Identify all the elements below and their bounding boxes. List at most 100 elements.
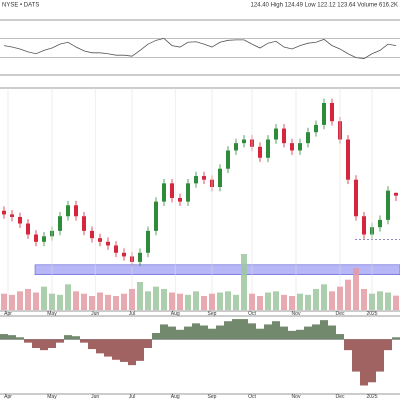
- oscillator-bar: [328, 325, 336, 340]
- volume-bar: [129, 289, 135, 310]
- oscillator-bar: [152, 333, 160, 340]
- candle-body: [138, 252, 142, 262]
- oscillator-bar: [112, 339, 120, 360]
- candle-body: [306, 132, 310, 144]
- volume-bar: [49, 293, 55, 310]
- volume-bar: [33, 292, 39, 310]
- volume-bar: [289, 296, 295, 310]
- volume-bar: [153, 286, 159, 310]
- candle-body: [66, 205, 70, 217]
- candle-body: [122, 252, 126, 257]
- symbol: NYSE • DATS: [2, 3, 39, 9]
- support-zone: [34, 264, 400, 275]
- volume-bar: [257, 296, 263, 310]
- x-tick-label: Aug: [171, 311, 180, 317]
- rsi-line: [3, 37, 397, 59]
- candle-body: [82, 216, 86, 231]
- volume-bar: [65, 284, 71, 310]
- candle-body: [234, 143, 238, 151]
- oscillator-bar: [184, 326, 192, 340]
- x-tick-label: Jul: [129, 394, 135, 400]
- oscillator-bar: [232, 319, 240, 340]
- candle-body: [58, 216, 62, 231]
- volume-bar: [385, 292, 391, 310]
- volume-bar: [73, 291, 79, 310]
- candle-body: [10, 214, 14, 217]
- x-tick-label: Jun: [91, 394, 99, 400]
- oscillator-bar: [144, 339, 152, 348]
- volume-bar: [249, 293, 255, 310]
- volume-bar: [369, 293, 375, 310]
- volume-bar: [9, 294, 15, 310]
- oscillator-bar: [168, 326, 176, 340]
- volume-bar: [225, 291, 231, 310]
- candle-body: [202, 176, 206, 180]
- candle-body: [218, 168, 222, 187]
- candle-body: [354, 179, 358, 217]
- candle-body: [18, 216, 22, 224]
- x-tick-label: Aug: [171, 394, 180, 400]
- x-tick-label: 2025: [366, 394, 377, 400]
- candle-body: [314, 124, 318, 133]
- candle-body: [378, 219, 382, 228]
- x-tick-label: Sep: [208, 311, 217, 317]
- volume-bar: [169, 292, 175, 310]
- candle-body: [258, 146, 262, 158]
- x-tick-label: Nov: [292, 394, 301, 400]
- volume-bar: [217, 292, 223, 310]
- oscillator-bar: [272, 321, 280, 340]
- candle-body: [266, 139, 270, 158]
- oscillator-bar: [96, 339, 104, 354]
- volume-bar: [361, 289, 367, 310]
- volume-bar: [185, 294, 191, 310]
- volume-bar: [145, 291, 151, 310]
- volume-bar: [201, 296, 207, 310]
- volume-bar: [161, 289, 167, 310]
- candle-body: [186, 183, 190, 202]
- volume-bar: [393, 295, 399, 310]
- candle-body: [298, 143, 302, 151]
- volume-bar: [241, 254, 247, 310]
- volume-bar: [329, 291, 335, 310]
- oscillator-bar: [104, 339, 112, 357]
- oscillator-bar: [136, 339, 144, 361]
- candle-body: [194, 176, 198, 184]
- candle-body: [242, 139, 246, 144]
- oscillator-bar: [224, 321, 232, 340]
- oscillator-bar: [216, 325, 224, 340]
- oscillator-bar: [48, 339, 56, 348]
- oscillator-bar: [16, 337, 24, 340]
- volume-bar: [321, 284, 327, 310]
- candle-body: [146, 230, 150, 253]
- oscillator-bar: [360, 339, 368, 386]
- volume-bar: [265, 292, 271, 310]
- volume-bar: [41, 286, 47, 310]
- oscillator-bar: [352, 339, 360, 372]
- volume-bar: [137, 282, 143, 310]
- oscillator-bar: [88, 339, 96, 350]
- oscillator-bar: [296, 329, 304, 340]
- candle-body: [2, 210, 6, 215]
- candle-body: [90, 230, 94, 239]
- oscillator-bar: [288, 330, 296, 340]
- oscillator-bar: [200, 325, 208, 340]
- oscillator-bar: [384, 339, 392, 351]
- oscillator-bar: [32, 339, 40, 348]
- oscillator-bar: [344, 339, 352, 351]
- volume-bar: [17, 291, 23, 310]
- x-tick-label: Dec: [336, 311, 345, 317]
- candle-body: [290, 143, 294, 151]
- oscillator-bar: [120, 339, 128, 362]
- oscillator-bar: [128, 339, 136, 366]
- x-tick-label: May: [47, 394, 57, 400]
- candle-body: [226, 150, 230, 169]
- candle-body: [386, 190, 390, 220]
- oscillator-bar: [256, 328, 264, 340]
- oscillator-bar: [376, 339, 384, 372]
- oscillator-bar: [208, 328, 216, 340]
- volume-bar: [177, 293, 183, 310]
- oscillator-bar: [0, 334, 8, 340]
- candle-body: [362, 216, 366, 235]
- volume-bar: [89, 296, 95, 310]
